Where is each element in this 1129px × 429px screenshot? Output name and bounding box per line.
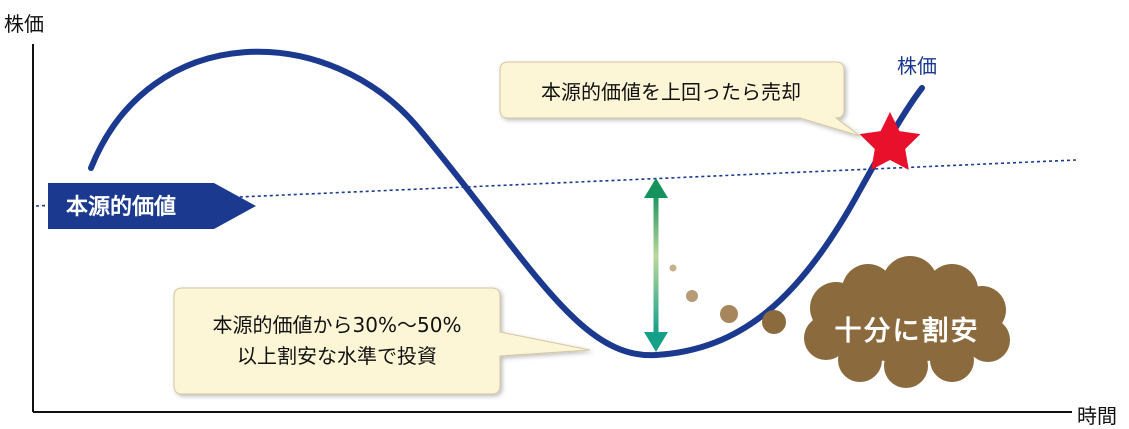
- cheap-cloud-text: 十分に割安: [834, 315, 980, 347]
- thought-bubble-3: [720, 305, 738, 323]
- buy-callout-line-1: 本源的価値から30%〜50%: [212, 313, 462, 337]
- intrinsic-value-label: 本源的価値: [66, 195, 177, 220]
- cheap-cloud: [804, 256, 1010, 388]
- thought-bubble-2: [686, 290, 698, 302]
- price-curve-label: 株価: [897, 54, 937, 78]
- y-axis-label: 株価: [4, 12, 44, 36]
- buy-callout-box: [173, 287, 591, 395]
- discount-arrow: [644, 178, 668, 352]
- buy-callout-line-2: 以上割安な水準で投資: [237, 344, 437, 368]
- price-curve: [88, 48, 925, 359]
- sell-callout-box: [499, 61, 861, 137]
- thought-bubble-4: [762, 310, 786, 334]
- thought-bubble-1: [669, 264, 677, 272]
- intrinsic-value-tag: [48, 183, 256, 229]
- sell-star-icon: [859, 112, 921, 170]
- sell-callout-text: 本源的価値を上回ったら売却: [541, 79, 801, 104]
- x-axis-label: 時間: [1077, 404, 1117, 428]
- buy-callout-text: 本源的価値から30%〜50% 以上割安な水準で投資: [172, 288, 502, 394]
